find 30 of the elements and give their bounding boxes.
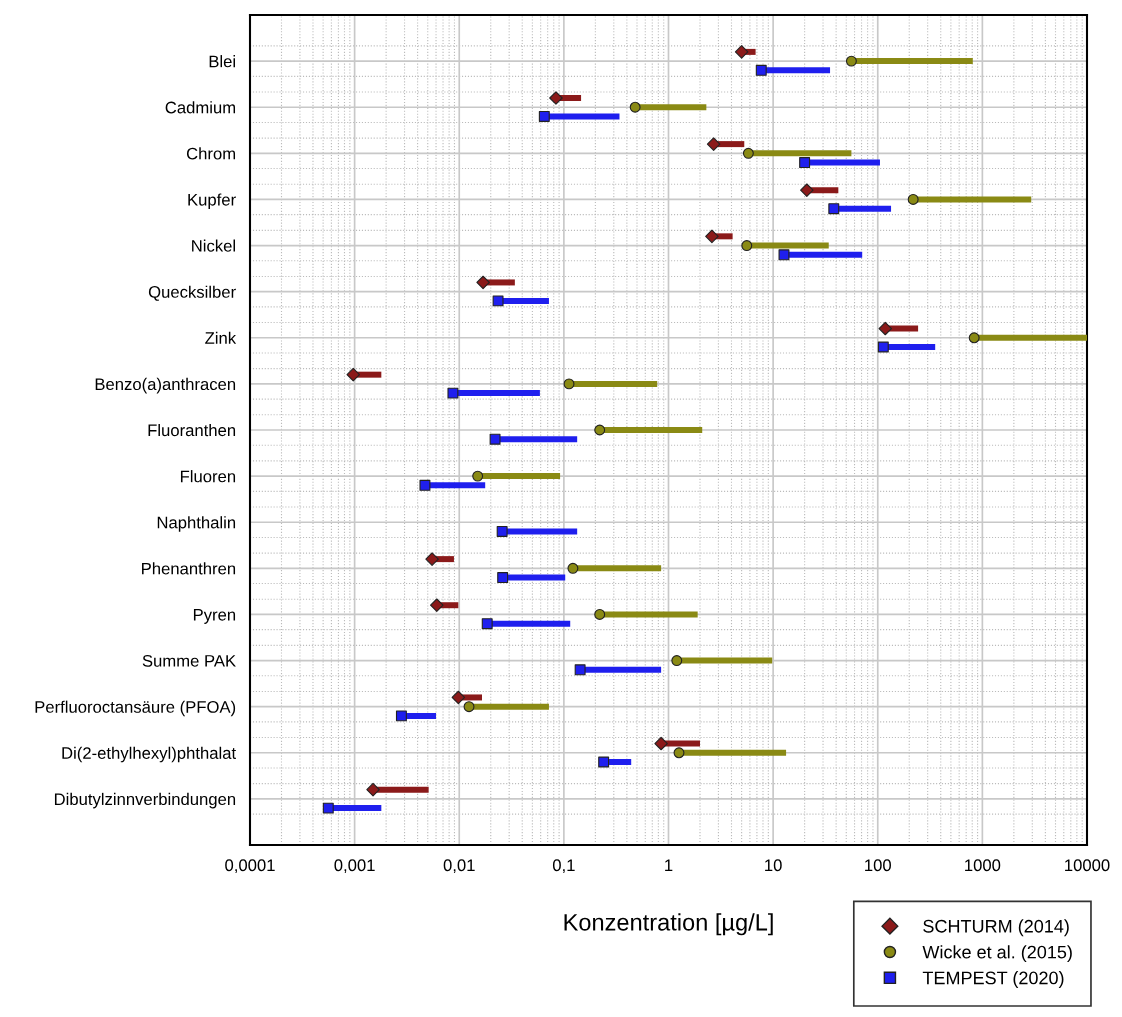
y-tick-label: Cadmium — [165, 101, 236, 114]
x-tick-label: 1 — [665, 859, 673, 871]
x-tick-label: 0,01 — [443, 859, 475, 874]
y-tick-label: Fluoren — [180, 470, 236, 483]
legend-label: SCHTURM (2014) — [923, 919, 1069, 937]
y-tick-label: Pyren — [193, 609, 236, 624]
y-tick-label: Summe PAK — [142, 654, 236, 667]
y-tick-label: Benzo(a)anthracen — [95, 377, 236, 394]
y-tick-label: Nickel — [192, 239, 235, 252]
x-tick-label: 10 — [765, 859, 782, 872]
x-axis-title: Konzentration [µg/L] — [564, 913, 773, 936]
y-tick-label: Quecksilber — [148, 285, 236, 301]
y-tick-label: Dibutylzinnverbindungen — [54, 792, 236, 809]
legend-label: Wicke et al. (2015) — [922, 945, 1072, 963]
y-tick-label: Perfluoroctansäure (PFOA) — [35, 700, 236, 717]
y-tick-label: Zink — [205, 331, 237, 344]
y-tick-label: Blei — [209, 55, 235, 68]
x-tick-label: 10000 — [1065, 859, 1110, 872]
x-tick-label: 0,0001 — [225, 859, 275, 874]
y-tick-label: Kupfer — [188, 193, 236, 209]
x-tick-label: 1000 — [965, 859, 1001, 872]
y-tick-label: Naphthalin — [157, 516, 236, 532]
x-tick-label: 0,1 — [552, 859, 575, 874]
y-tick-label: Di(2-ethylhexyl)phthalat — [62, 746, 236, 763]
legend-label: TEMPEST (2020) — [922, 971, 1064, 988]
y-tick-label: Phenanthren — [142, 562, 236, 575]
y-tick-label: Fluoranthen — [148, 423, 236, 437]
y-tick-label: Chrom — [186, 147, 236, 160]
x-tick-label: 100 — [865, 859, 891, 872]
x-tick-label: 0,001 — [334, 859, 375, 874]
